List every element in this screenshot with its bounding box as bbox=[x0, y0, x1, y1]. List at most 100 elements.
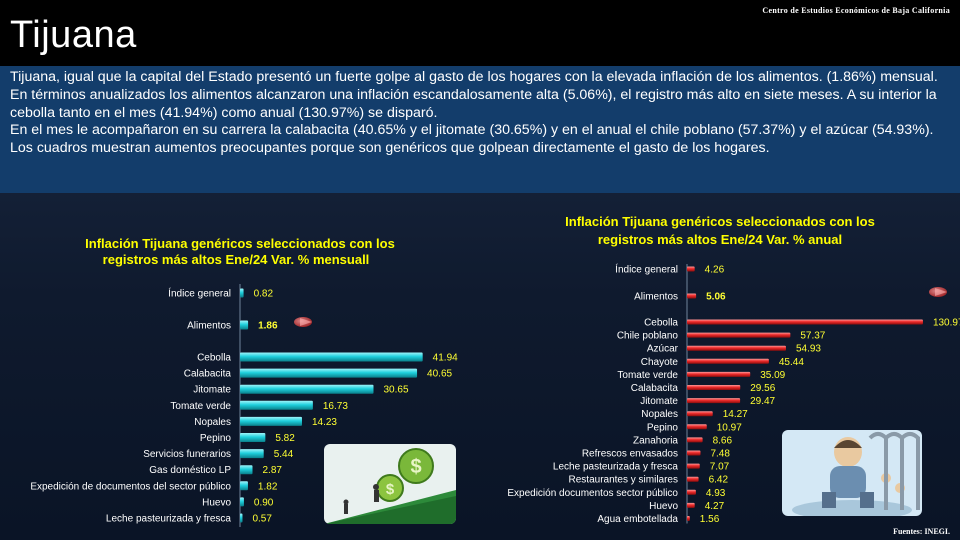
monthly-category-label-cebolla: Cebolla bbox=[197, 353, 231, 364]
intro-paragraph-2: En el mes le acompañaron en su carrera l… bbox=[10, 122, 934, 139]
annual-category-label-pepino: Pepino bbox=[647, 422, 679, 433]
monthly-bar-nopales bbox=[240, 416, 302, 426]
annual-value-label-indice-general: 4.26 bbox=[705, 265, 725, 276]
monthly-bar-leche-pasteurizada-y-fresca bbox=[240, 513, 243, 523]
monthly-category-label-gas-domestico-lp: Gas doméstico LP bbox=[149, 465, 231, 476]
annual-bar-cebolla bbox=[687, 319, 923, 325]
annual-bar-agua-embotellada bbox=[687, 516, 690, 521]
svg-text:$: $ bbox=[386, 481, 395, 498]
annual-value-label-jitomate: 29.47 bbox=[750, 396, 775, 407]
annual-value-label-pepino: 10.97 bbox=[717, 422, 742, 433]
intro-paragraph-3: Los cuadros muestran aumentos preocupant… bbox=[10, 140, 770, 157]
annual-category-label-jitomate: Jitomate bbox=[640, 396, 678, 407]
annual-bar-huevo bbox=[687, 502, 695, 508]
annual-value-label-cebolla: 130.97 bbox=[933, 318, 960, 329]
monthly-value-label-pepino: 5.82 bbox=[275, 433, 295, 444]
annual-bar-leche-pasteurizada-y-fresca bbox=[687, 463, 700, 469]
annual-category-label-huevo: Huevo bbox=[649, 501, 678, 512]
annual-bar-chile-poblano bbox=[687, 332, 791, 338]
intro-text-box: Tijuana, igual que la capital del Estado… bbox=[0, 66, 960, 193]
annual-category-label-chile-poblano: Chile poblano bbox=[617, 331, 679, 342]
annual-value-label-nopales: 14.27 bbox=[723, 409, 748, 420]
annual-bar-chayote bbox=[687, 358, 769, 364]
monthly-category-label-pepino: Pepino bbox=[200, 433, 232, 444]
annual-value-label-zanahoria: 8.66 bbox=[713, 435, 733, 446]
annual-bar-azucar bbox=[687, 345, 786, 351]
monthly-value-label-indice-general: 0.82 bbox=[254, 289, 274, 300]
annual-category-label-agua-embotellada: Agua embotellada bbox=[597, 514, 678, 525]
annual-category-label-nopales: Nopales bbox=[641, 409, 678, 420]
svg-text:$: $ bbox=[410, 456, 421, 478]
annual-bar-tomate-verde bbox=[687, 371, 751, 377]
sources-footer: Fuentes: INEGI. bbox=[893, 527, 950, 536]
monthly-category-label-huevo: Huevo bbox=[202, 497, 231, 508]
monthly-bar-cebolla bbox=[240, 352, 423, 362]
intro-paragraph-1: Tijuana, igual que la capital del Estado… bbox=[10, 69, 938, 121]
monthly-bar-expedicion-de-documentos-del-sector-publico bbox=[240, 481, 248, 491]
monthly-value-label-huevo: 0.90 bbox=[254, 497, 274, 508]
monthly-category-label-tomate-verde: Tomate verde bbox=[170, 401, 231, 412]
monthly-bar-gas-domestico-lp bbox=[240, 465, 253, 475]
annual-bar-nopales bbox=[687, 411, 713, 417]
source-organization: Centro de Estudios Económicos de Baja Ca… bbox=[762, 6, 950, 15]
annual-value-label-huevo: 4.27 bbox=[705, 501, 725, 512]
annual-bar-alimentos bbox=[687, 293, 697, 299]
monthly-alimentos-arrow-icon bbox=[294, 317, 312, 327]
annual-bar-indice-general bbox=[687, 266, 695, 272]
monthly-bar-alimentos bbox=[240, 320, 249, 330]
annual-bar-zanahoria bbox=[687, 437, 703, 443]
annual-bar-calabacita bbox=[687, 385, 741, 390]
annual-value-label-calabacita: 29.56 bbox=[750, 383, 775, 394]
monthly-category-label-alimentos: Alimentos bbox=[187, 321, 231, 332]
monthly-value-label-jitomate: 30.65 bbox=[383, 385, 408, 396]
monthly-category-label-calabacita: Calabacita bbox=[184, 369, 232, 380]
annual-chart-title-line-2: registros más altos Ene/24 Var. % anual bbox=[598, 232, 842, 247]
annual-category-label-tomate-verde: Tomate verde bbox=[617, 370, 678, 381]
annual-category-label-expedicion-documentos-sector-publico: Expedición documentos sector público bbox=[507, 488, 678, 499]
annual-category-label-alimentos: Alimentos bbox=[634, 292, 678, 303]
annual-value-label-refrescos-envasados: 7.48 bbox=[710, 449, 730, 460]
annual-inflation-chart: Índice general 4.26 Alimentos 5.06 Cebolla 13… bbox=[507, 263, 960, 526]
annual-category-label-indice-general: Índice general bbox=[615, 263, 678, 276]
monthly-chart-title-line-1: Inflación Tijuana genéricos seleccionado… bbox=[85, 236, 395, 251]
annual-category-label-chayote: Chayote bbox=[641, 357, 679, 368]
monthly-bar-servicios-funerarios bbox=[240, 449, 264, 459]
annual-bar-expedicion-documentos-sector-publico bbox=[687, 489, 696, 495]
annual-value-label-chile-poblano: 57.37 bbox=[800, 331, 825, 342]
annual-bar-pepino bbox=[687, 424, 707, 430]
monthly-value-label-leche-pasteurizada-y-fresca: 0.57 bbox=[252, 514, 272, 525]
annual-value-label-azucar: 54.93 bbox=[796, 344, 821, 355]
monthly-category-label-expedicion-de-documentos-del-sector-publico: Expedición de documentos del sector públ… bbox=[30, 481, 231, 492]
annual-category-label-cebolla: Cebolla bbox=[644, 318, 678, 329]
annual-bar-refrescos-envasados bbox=[687, 450, 701, 456]
annual-category-label-zanahoria: Zanahoria bbox=[633, 435, 678, 446]
monthly-category-label-servicios-funerarios: Servicios funerarios bbox=[143, 449, 231, 460]
monthly-bar-indice-general bbox=[240, 288, 244, 298]
monthly-value-label-gas-domestico-lp: 2.87 bbox=[263, 465, 283, 476]
monthly-bar-tomate-verde bbox=[240, 400, 313, 410]
monthly-inflation-chart: Índice general 0.82 Alimentos 1.86 Cebolla 41… bbox=[30, 284, 458, 527]
annual-value-label-agua-embotellada: 1.56 bbox=[700, 514, 720, 525]
annual-category-label-refrescos-envasados: Refrescos envasados bbox=[582, 449, 678, 460]
coin-uphill-illustration: $ $ bbox=[324, 444, 456, 524]
coin-uphill-icon: $ $ bbox=[324, 444, 456, 524]
annual-alimentos-arrow-icon bbox=[929, 287, 947, 297]
monthly-category-label-indice-general: Índice general bbox=[168, 287, 231, 300]
monthly-category-label-leche-pasteurizada-y-fresca: Leche pasteurizada y fresca bbox=[106, 514, 232, 525]
annual-category-label-restaurantes-y-similares: Restaurantes y similares bbox=[569, 475, 678, 486]
monthly-category-label-nopales: Nopales bbox=[194, 417, 231, 428]
annual-category-label-leche-pasteurizada-y-fresca: Leche pasteurizada y fresca bbox=[553, 462, 679, 473]
monthly-bar-jitomate bbox=[240, 384, 374, 394]
monthly-category-label-jitomate: Jitomate bbox=[193, 385, 231, 396]
monthly-value-label-calabacita: 40.65 bbox=[427, 369, 452, 380]
person-behind-bars-illustration bbox=[782, 430, 922, 516]
header-bar: Tijuana Centro de Estudios Económicos de… bbox=[0, 0, 960, 66]
monthly-value-label-alimentos: 1.86 bbox=[258, 321, 278, 332]
monthly-bar-huevo bbox=[240, 497, 244, 507]
monthly-value-label-nopales: 14.23 bbox=[312, 417, 337, 428]
page-title: Tijuana bbox=[10, 14, 137, 56]
annual-value-label-tomate-verde: 35.09 bbox=[760, 370, 785, 381]
monthly-chart-title-line-2: registros más altos Ene/24 Var. % mensua… bbox=[103, 252, 370, 267]
annual-category-label-azucar: Azúcar bbox=[647, 344, 679, 355]
